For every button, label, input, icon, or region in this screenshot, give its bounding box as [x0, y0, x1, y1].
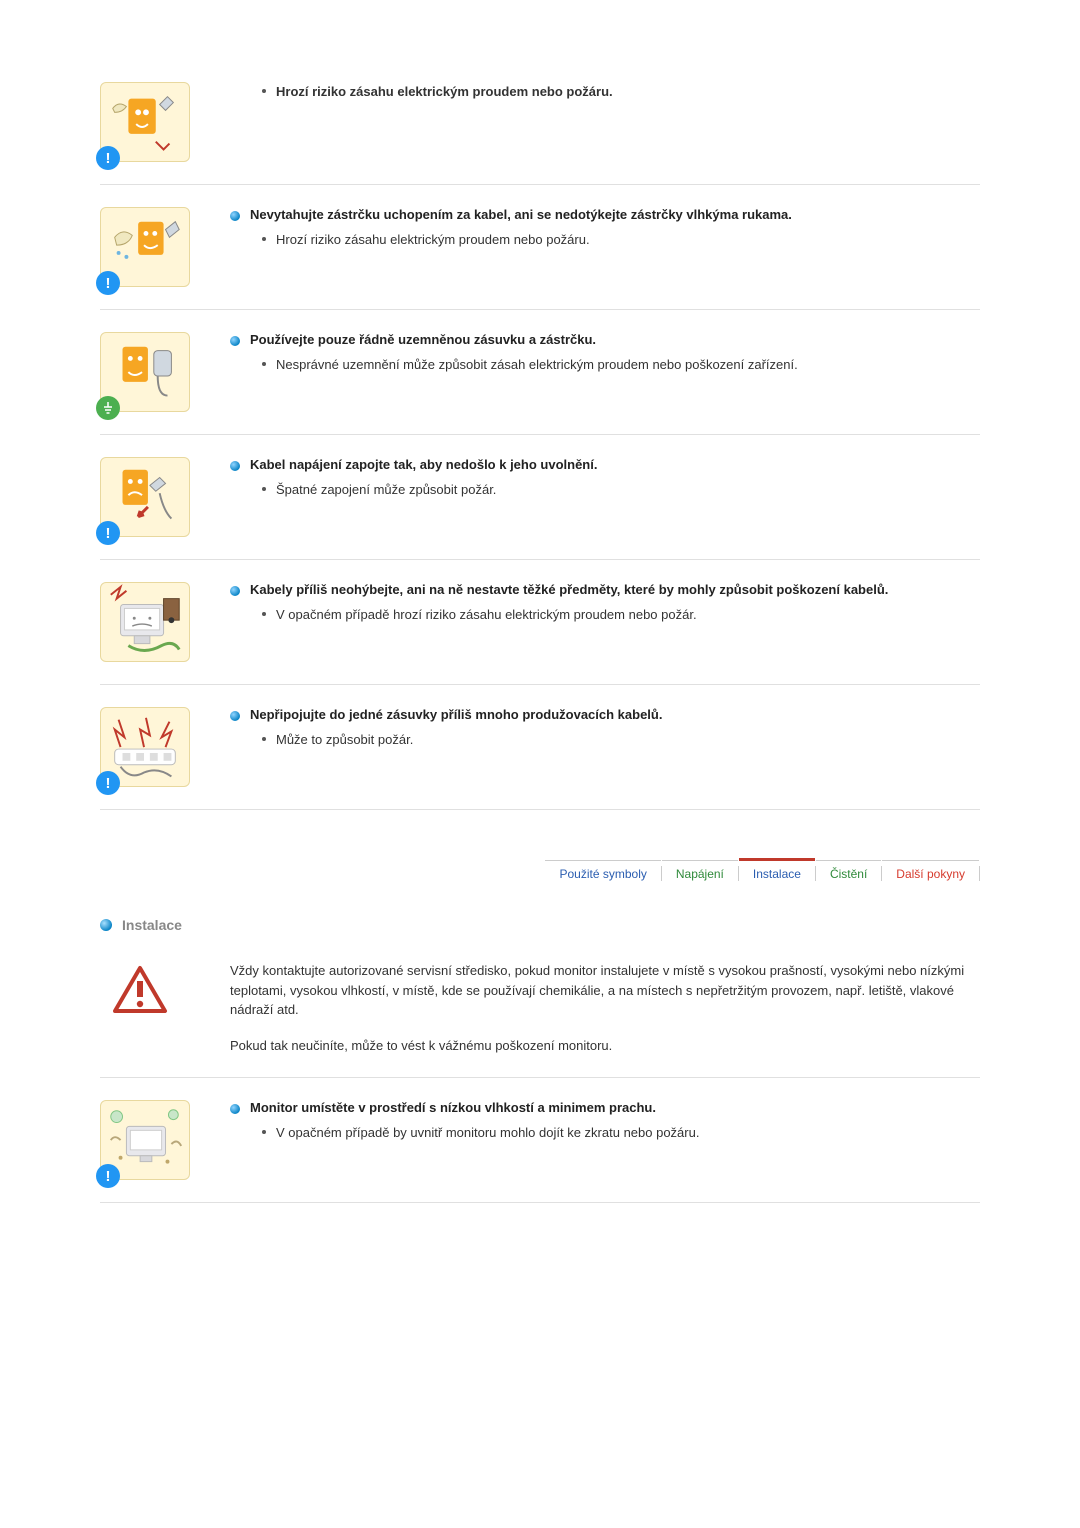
warning-badge-icon: ! [96, 521, 120, 545]
safety-item-loose-cable: ! Kabel napájení zapojte tak, aby nedošl… [100, 435, 980, 560]
bullet-text: Hrozí riziko zásahu elektrickým proudem … [276, 82, 980, 102]
sphere-bullet-icon [100, 919, 112, 931]
safety-item-power-strip: ! Nepřipojujte do jedné zásuvky příliš m… [100, 685, 980, 810]
heading-text: Nepřipojujte do jedné zásuvky příliš mno… [250, 707, 662, 722]
safety-item-bend-cable: Kabely příliš neohýbejte, ani na ně nest… [100, 560, 980, 685]
illustration [100, 961, 220, 1015]
safety-item-shock-fire: ! Hrozí riziko zásahu elektrickým proude… [100, 60, 980, 185]
heading-text: Kabely příliš neohýbejte, ani na ně nest… [250, 582, 888, 597]
warning-triangle-icon [112, 965, 168, 1015]
bullet-text: Špatné zapojení může způsobit požár. [276, 480, 980, 500]
warning-badge-icon: ! [96, 146, 120, 170]
heading-text: Kabel napájení zapojte tak, aby nedošlo … [250, 457, 597, 472]
safety-item-wet-hands: ! Nevytahujte zástrčku uchopením za kabe… [100, 185, 980, 310]
illustration: ! [100, 207, 220, 287]
ground-badge-icon [96, 396, 120, 420]
illustration: ! [100, 82, 220, 162]
warning-text-2: Pokud tak neučiníte, může to vést k vážn… [230, 1036, 980, 1056]
section-tabs: Použité symboly Napájení Instalace Čistě… [100, 860, 980, 887]
bullet-text: Nesprávné uzemnění může způsobit zásah e… [276, 355, 980, 375]
bullet-icon [230, 1104, 240, 1114]
bullet-icon [230, 586, 240, 596]
tab-cleaning[interactable]: Čistění [816, 860, 881, 887]
tab-symbols[interactable]: Použité symboly [545, 860, 660, 887]
bullet-text: V opačném případě by uvnitř monitoru moh… [276, 1123, 980, 1143]
bullet-icon [230, 336, 240, 346]
heading-text: Nevytahujte zástrčku uchopením za kabel,… [250, 207, 792, 222]
safety-item-grounded-socket: Používejte pouze řádně uzemněnou zásuvku… [100, 310, 980, 435]
warning-badge-icon: ! [96, 1164, 120, 1188]
illustration [100, 332, 220, 412]
install-warning: Vždy kontaktujte autorizované servisní s… [100, 951, 980, 1077]
illustration: ! [100, 457, 220, 537]
warning-text-1: Vždy kontaktujte autorizované servisní s… [230, 961, 980, 1020]
install-item-dust-humidity: ! Monitor umístěte v prostředí s nízkou … [100, 1077, 980, 1203]
bullet-icon [230, 211, 240, 221]
bullet-icon [230, 461, 240, 471]
illustration: ! [100, 1100, 220, 1180]
bullet-text: V opačném případě hrozí riziko zásahu el… [276, 605, 980, 625]
bullet-text: Hrozí riziko zásahu elektrickým proudem … [276, 230, 980, 250]
warning-badge-icon: ! [96, 771, 120, 795]
tab-power[interactable]: Napájení [662, 860, 738, 887]
heading-text: Používejte pouze řádně uzemněnou zásuvku… [250, 332, 596, 347]
section-title-row: Instalace [100, 917, 980, 933]
tab-installation[interactable]: Instalace [739, 858, 815, 887]
bullet-icon [230, 711, 240, 721]
tab-other[interactable]: Další pokyny [882, 860, 979, 887]
heading-text: Monitor umístěte v prostředí s nízkou vl… [250, 1100, 656, 1115]
warning-badge-icon: ! [96, 271, 120, 295]
illustration: ! [100, 707, 220, 787]
section-title: Instalace [122, 917, 182, 933]
bullet-text: Může to způsobit požár. [276, 730, 980, 750]
illustration [100, 582, 220, 662]
